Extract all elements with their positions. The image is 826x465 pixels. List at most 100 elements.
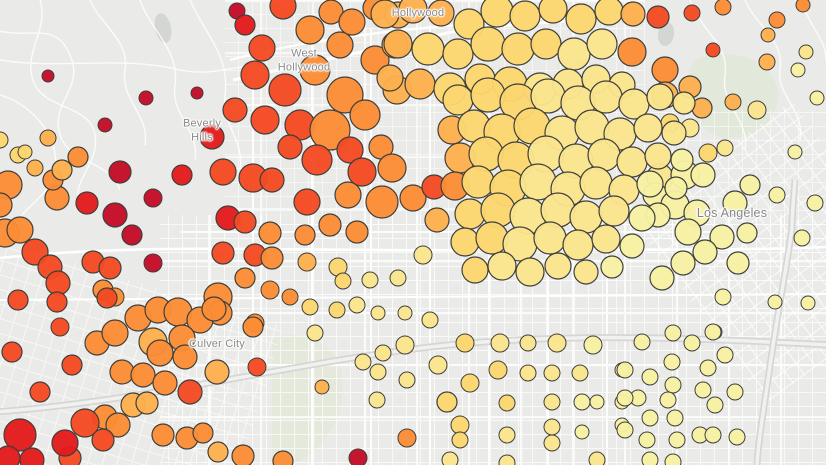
data-bubble[interactable]: [724, 93, 742, 111]
data-bubble[interactable]: [664, 453, 682, 465]
data-bubble[interactable]: [17, 144, 33, 160]
data-bubble[interactable]: [588, 451, 606, 465]
data-bubble[interactable]: [349, 99, 381, 131]
data-bubble[interactable]: [579, 166, 613, 200]
data-bubble[interactable]: [716, 139, 734, 157]
data-bubble[interactable]: [664, 324, 682, 342]
data-bubble[interactable]: [318, 213, 342, 237]
data-bubble[interactable]: [152, 370, 178, 396]
data-bubble[interactable]: [211, 241, 235, 265]
data-bubble[interactable]: [716, 346, 734, 364]
data-bubble[interactable]: [306, 324, 324, 342]
data-bubble[interactable]: [398, 371, 416, 389]
data-bubble[interactable]: [728, 428, 746, 446]
data-bubble[interactable]: [398, 0, 428, 24]
data-bubble[interactable]: [348, 296, 366, 314]
data-bubble[interactable]: [395, 335, 415, 355]
data-bubble[interactable]: [470, 26, 506, 62]
data-bubble[interactable]: [515, 257, 545, 287]
data-bubble[interactable]: [204, 359, 230, 385]
data-bubble[interactable]: [583, 335, 603, 355]
data-bubble[interactable]: [96, 287, 118, 309]
data-bubble[interactable]: [368, 391, 386, 409]
data-bubble[interactable]: [354, 353, 372, 371]
data-bubble[interactable]: [190, 86, 204, 100]
data-bubble[interactable]: [294, 224, 316, 246]
data-bubble[interactable]: [573, 259, 599, 285]
data-bubble[interactable]: [199, 124, 225, 150]
data-bubble[interactable]: [455, 333, 475, 353]
data-bubble[interactable]: [490, 333, 510, 353]
data-bubble[interactable]: [787, 144, 803, 160]
data-bubble[interactable]: [768, 11, 786, 29]
data-bubble[interactable]: [146, 339, 174, 367]
data-bubble[interactable]: [242, 316, 264, 338]
data-bubble[interactable]: [234, 267, 256, 289]
data-bubble[interactable]: [571, 364, 589, 382]
data-bubble[interactable]: [747, 100, 767, 120]
data-bubble[interactable]: [369, 363, 387, 381]
data-bubble[interactable]: [171, 164, 193, 186]
data-bubble[interactable]: [664, 376, 682, 394]
data-bubble[interactable]: [383, 29, 413, 59]
data-bubble[interactable]: [51, 429, 79, 457]
data-bubble[interactable]: [666, 409, 684, 427]
data-bubble[interactable]: [619, 233, 645, 259]
data-bubble[interactable]: [470, 77, 506, 113]
data-bubble[interactable]: [670, 250, 696, 276]
data-bubble[interactable]: [594, 0, 624, 26]
data-bubble[interactable]: [334, 272, 352, 290]
data-bubble[interactable]: [301, 144, 333, 176]
data-bubble[interactable]: [543, 418, 561, 436]
data-bubble[interactable]: [586, 28, 618, 60]
data-bubble[interactable]: [277, 134, 303, 160]
data-bubble[interactable]: [404, 68, 436, 100]
data-bubble[interactable]: [45, 270, 71, 296]
data-bubble[interactable]: [105, 412, 131, 438]
data-bubble[interactable]: [587, 138, 621, 172]
data-bubble[interactable]: [258, 221, 282, 245]
data-bubble[interactable]: [39, 129, 57, 147]
data-bubble[interactable]: [454, 198, 486, 230]
data-bubble[interactable]: [705, 42, 721, 58]
data-bubble[interactable]: [574, 424, 590, 440]
data-bubble[interactable]: [441, 451, 459, 465]
data-bubble[interactable]: [683, 4, 701, 22]
data-bubble[interactable]: [108, 160, 132, 184]
data-bubble[interactable]: [121, 224, 143, 246]
data-bubble[interactable]: [281, 288, 299, 306]
data-bubble[interactable]: [672, 91, 696, 115]
data-bubble[interactable]: [661, 120, 687, 146]
data-bubble[interactable]: [0, 192, 13, 218]
data-bubble[interactable]: [736, 222, 758, 244]
data-bubble[interactable]: [798, 44, 814, 60]
data-bubble[interactable]: [7, 289, 29, 311]
data-bubble[interactable]: [26, 159, 44, 177]
data-bubble[interactable]: [706, 396, 724, 414]
data-bubble[interactable]: [699, 359, 717, 377]
data-bubble[interactable]: [442, 38, 474, 70]
data-bubble[interactable]: [250, 105, 280, 135]
data-bubble[interactable]: [589, 80, 623, 114]
data-bubble[interactable]: [399, 184, 427, 212]
data-bubble[interactable]: [70, 408, 100, 438]
data-bubble[interactable]: [698, 143, 718, 163]
data-bubble[interactable]: [668, 431, 686, 449]
data-bubble[interactable]: [451, 431, 469, 449]
data-bubble[interactable]: [1, 341, 23, 363]
data-bubble[interactable]: [460, 373, 480, 393]
data-bubble[interactable]: [461, 165, 495, 199]
data-bubble[interactable]: [616, 361, 634, 379]
data-bubble[interactable]: [692, 239, 718, 265]
data-bubble[interactable]: [760, 27, 776, 43]
data-bubble[interactable]: [450, 227, 480, 257]
data-bubble[interactable]: [209, 158, 237, 186]
data-bubble[interactable]: [659, 391, 677, 409]
data-bubble[interactable]: [328, 301, 346, 319]
data-bubble[interactable]: [61, 354, 83, 376]
data-bubble[interactable]: [530, 28, 562, 60]
data-bubble[interactable]: [91, 428, 115, 452]
data-bubble[interactable]: [299, 54, 331, 86]
data-bubble[interactable]: [450, 415, 470, 435]
data-bubble[interactable]: [19, 447, 45, 465]
